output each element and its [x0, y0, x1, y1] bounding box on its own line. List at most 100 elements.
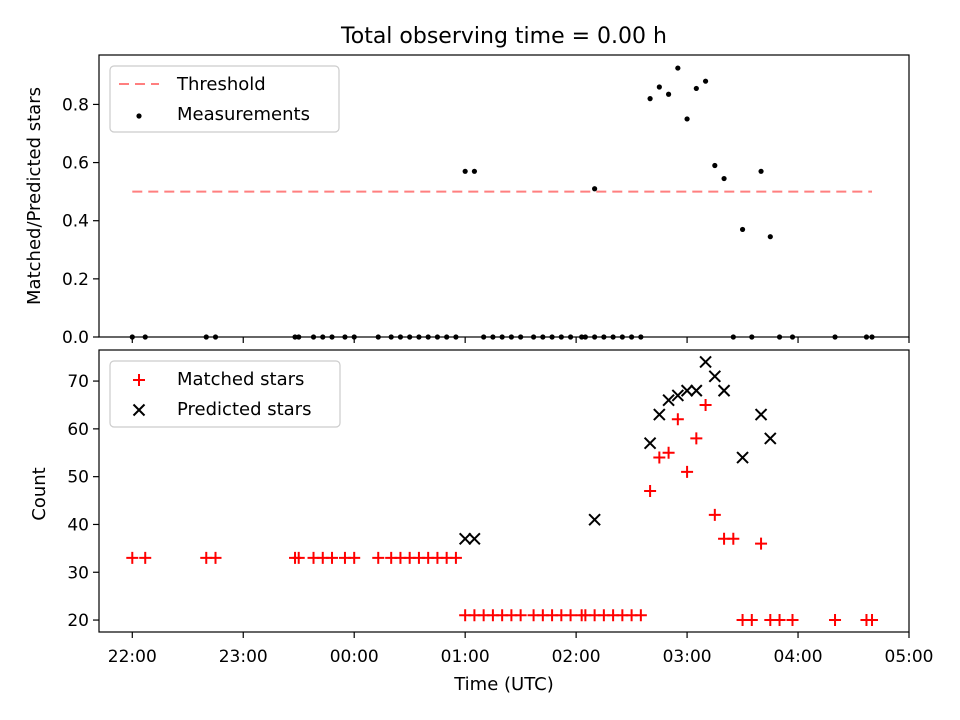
matched-star-point — [326, 551, 339, 564]
count-legend-box — [109, 360, 341, 428]
count-x-tick-label: 00:00 — [330, 647, 379, 667]
count-y-tick-label: 50 — [67, 468, 89, 488]
count-y-tick-label: 70 — [67, 372, 89, 392]
count-y-tick-label: 20 — [67, 611, 89, 631]
measurement-point — [693, 85, 699, 92]
ratio-x-ticks — [131, 337, 910, 343]
legend-threshold-label: Threshold — [176, 74, 266, 95]
matched-star-point — [829, 614, 842, 627]
matched-star-point — [708, 508, 721, 521]
matched-star-point — [634, 609, 647, 622]
ratio-y-ticks: 0.0 0.2 0.4 0.6 0.8 — [62, 95, 99, 348]
measurement-point — [471, 168, 478, 174]
ratio-legend-box — [109, 65, 340, 133]
count-y-axis-label: Count — [29, 467, 50, 520]
count-y-tick-label: 30 — [67, 563, 89, 583]
count-y-tick-label: 40 — [67, 515, 89, 535]
measurement-point — [592, 186, 598, 192]
ratio-y-tick-label: 0.6 — [62, 154, 89, 174]
matched-star-point — [372, 551, 385, 564]
predicted-star-point — [699, 355, 712, 369]
matched-star-point — [209, 551, 222, 564]
measurement-point — [721, 175, 727, 182]
count-x-tick-label: 05:00 — [885, 647, 934, 667]
predicted-star-point — [643, 436, 657, 450]
matched-star-point — [292, 551, 305, 564]
measurement-point — [758, 168, 764, 174]
matched-star-point — [681, 465, 694, 478]
matched-star-point — [745, 614, 758, 627]
measurement-point — [665, 91, 672, 97]
predicted-star-point — [588, 513, 601, 526]
legend-measurements-label: Measurements — [177, 104, 310, 125]
matched-star-point — [449, 551, 462, 564]
measurement-point — [462, 168, 468, 174]
predicted-star-point — [653, 408, 666, 421]
predicted-star-point — [764, 432, 777, 445]
count-y-tick-label: 60 — [67, 420, 89, 440]
matched-star-point — [866, 614, 879, 627]
matched-star-point — [690, 432, 703, 445]
predicted-star-point — [690, 384, 703, 397]
predicted-star-point — [708, 370, 722, 383]
matched-star-point — [755, 537, 768, 550]
predicted-star-point — [662, 393, 675, 407]
matched-star-point — [653, 451, 666, 464]
measurement-point — [739, 226, 746, 233]
measurement-point — [675, 65, 681, 71]
matched-star-point — [126, 551, 139, 564]
count-plot-frame — [98, 349, 910, 633]
count-plot-data — [126, 355, 879, 627]
measurement-point — [767, 234, 773, 240]
predicted-star-point — [680, 384, 694, 397]
measurement-point — [647, 96, 653, 102]
count-x-tick-label: 22:00 — [108, 647, 157, 667]
count-x-ticks: 22:00 23:00 00:00 01:00 02:00 03:00 04:00 05:00 — [108, 632, 934, 667]
legend-predicted-marker — [132, 403, 146, 417]
matched-star-point — [671, 413, 684, 426]
legend-matched-label: Matched stars — [177, 369, 304, 390]
ratio-y-tick-label: 0.0 — [62, 328, 89, 348]
count-y-ticks: 20 30 40 50 60 70 — [67, 372, 99, 631]
ratio-legend: Threshold Measurements — [109, 65, 340, 133]
ratio-y-tick-label: 0.2 — [62, 270, 89, 290]
matched-star-point — [644, 485, 657, 497]
matched-star-point — [786, 614, 799, 627]
x-axis-label: Time (UTC) — [453, 674, 554, 695]
legend-plus-glyph — [133, 374, 145, 386]
count-x-tick-label: 04:00 — [774, 647, 823, 667]
count-x-tick-label: 02:00 — [552, 647, 601, 667]
legend-measurements-marker — [136, 113, 142, 119]
count-x-tick-label: 03:00 — [663, 647, 712, 667]
count-x-tick-label: 23:00 — [219, 647, 268, 667]
measurement-point — [684, 116, 690, 122]
matched-star-point — [727, 532, 740, 545]
predicted-star-point — [754, 408, 768, 421]
matched-star-point — [773, 614, 786, 627]
legend-predicted-label: Predicted stars — [177, 399, 311, 420]
predicted-star-point — [671, 389, 685, 402]
ratio-y-tick-label: 0.4 — [62, 212, 89, 232]
measurement-point — [656, 84, 662, 90]
chart-title: Total observing time = 0.00 h — [340, 24, 667, 49]
ratio-plot-data — [129, 65, 875, 340]
matched-star-point — [514, 609, 527, 622]
predicted-star-point — [468, 532, 481, 546]
measurement-point — [712, 162, 718, 169]
count-x-tick-label: 01:00 — [441, 647, 490, 667]
matched-star-point — [348, 551, 361, 564]
matched-star-point — [699, 398, 712, 411]
predicted-star-point — [458, 532, 472, 546]
matched-star-point — [662, 446, 675, 459]
predicted-star-point — [717, 384, 731, 397]
ratio-y-tick-label: 0.8 — [62, 95, 89, 115]
measurement-point — [702, 78, 709, 84]
predicted-star-point — [736, 451, 749, 464]
matched-star-point — [564, 609, 577, 622]
legend-matched-marker — [133, 374, 145, 386]
ratio-y-axis-label: Matched/Predicted stars — [24, 87, 45, 305]
count-legend: Matched stars Predicted stars — [109, 360, 341, 428]
matched-star-point — [139, 551, 152, 564]
legend-cross-glyph — [132, 403, 146, 417]
